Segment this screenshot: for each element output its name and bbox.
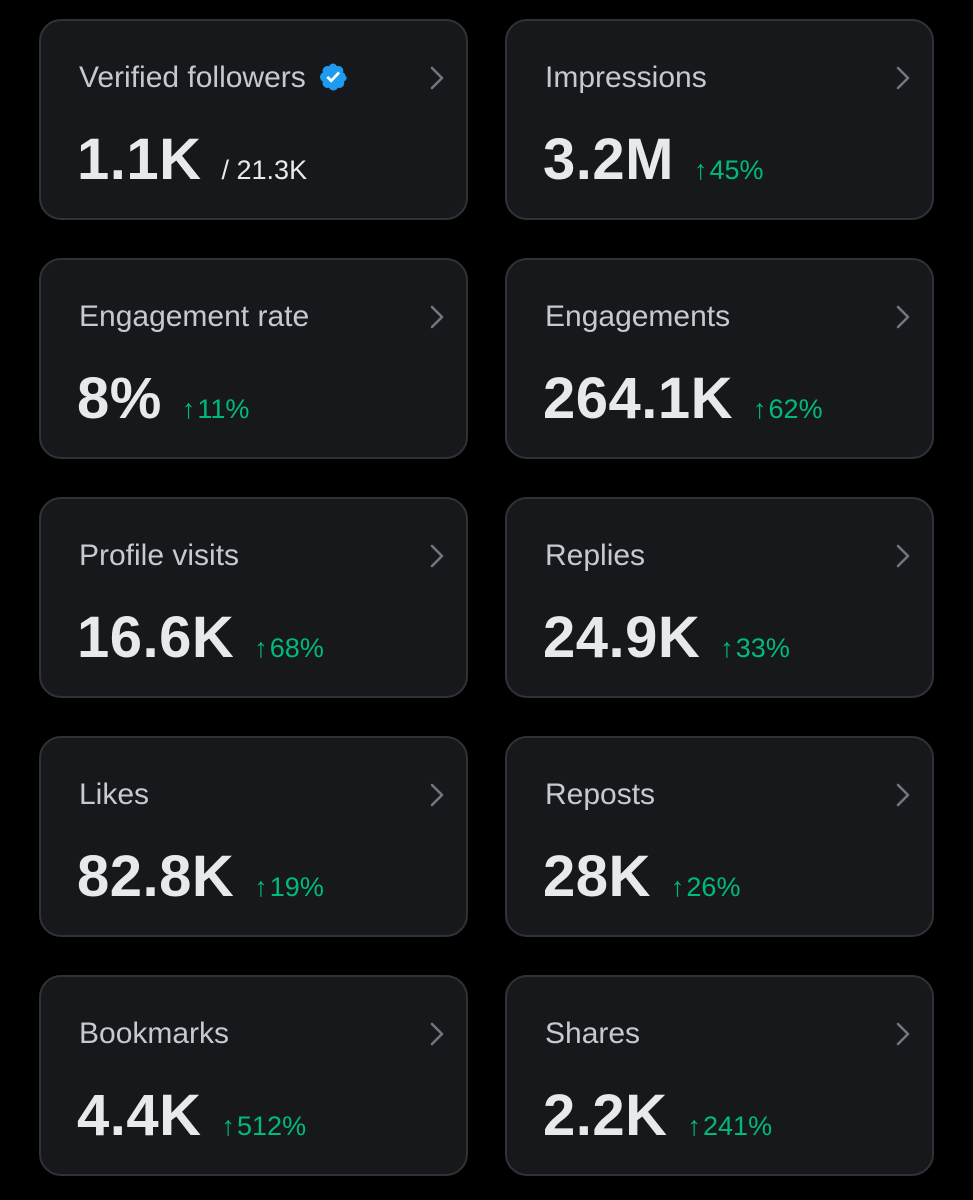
metric-card-likes[interactable]: Likes 82.8K ↑ 19% [39, 736, 468, 937]
metric-label: Replies [545, 539, 646, 572]
metric-card-engagements[interactable]: Engagements 264.1K ↑ 62% [505, 258, 934, 459]
metric-change: ↑ 512% [222, 1111, 307, 1142]
metric-change: ↑ 19% [254, 872, 324, 903]
metric-value: 82.8K [77, 844, 235, 909]
metric-value: 4.4K [77, 1083, 202, 1148]
metric-value-row: 2.2K ↑ 241% [543, 1081, 772, 1151]
metric-label: Shares [545, 1017, 641, 1050]
metric-value: 2.2K [543, 1083, 668, 1148]
metric-value-row: 28K ↑ 26% [543, 842, 740, 912]
metric-value: 16.6K [77, 605, 235, 670]
metric-card-verified-followers[interactable]: Verified followers 1.1K / 21.3K [39, 19, 468, 220]
metric-change: ↑ 62% [753, 394, 823, 425]
metric-value: 1.1K [77, 127, 202, 192]
metric-change-value: 33% [735, 633, 790, 663]
chevron-right-icon [896, 305, 910, 329]
metric-change: ↑ 68% [254, 633, 324, 664]
arrow-up-icon: ↑ [254, 872, 268, 902]
metric-value-row: 8% ↑ 11% [77, 364, 249, 434]
chevron-right-icon [430, 66, 444, 90]
metric-change-value: 512% [237, 1111, 307, 1141]
metric-change-value: 62% [768, 394, 823, 424]
metric-label: Reposts [545, 778, 656, 811]
chevron-right-icon [896, 1022, 910, 1046]
metric-card-replies[interactable]: Replies 24.9K ↑ 33% [505, 497, 934, 698]
metric-card-profile-visits[interactable]: Profile visits 16.6K ↑ 68% [39, 497, 468, 698]
metric-card-shares[interactable]: Shares 2.2K ↑ 241% [505, 975, 934, 1176]
chevron-right-icon [896, 783, 910, 807]
arrow-up-icon: ↑ [753, 394, 767, 424]
metric-value-row: 16.6K ↑ 68% [77, 603, 324, 673]
metric-change-value: 11% [197, 394, 250, 424]
metric-value-row: 4.4K ↑ 512% [77, 1081, 306, 1151]
arrow-up-icon: ↑ [221, 1111, 236, 1141]
metric-card-reposts[interactable]: Reposts 28K ↑ 26% [505, 736, 934, 937]
metric-value-row: 24.9K ↑ 33% [543, 603, 790, 673]
arrow-up-icon: ↑ [720, 633, 734, 663]
metric-label-container: Verified followers [79, 59, 348, 97]
metric-value-row: 264.1K ↑ 62% [543, 364, 823, 434]
metric-label: Verified followers [79, 61, 306, 94]
metrics-grid: Verified followers 1.1K / 21.3K Impressi… [39, 19, 934, 1176]
metric-total: / 21.3K [221, 155, 308, 185]
verified-badge-icon [319, 63, 347, 91]
metric-card-bookmarks[interactable]: Bookmarks 4.4K ↑ 512% [39, 975, 468, 1176]
chevron-right-icon [430, 305, 444, 329]
metric-label: Impressions [545, 61, 707, 94]
metric-change-value: 45% [709, 155, 764, 185]
metric-value: 264.1K [543, 366, 734, 431]
metric-change-value: 26% [686, 872, 741, 902]
metric-change: ↑ 45% [694, 155, 764, 186]
metric-label: Engagement rate [79, 300, 310, 333]
chevron-right-icon [896, 66, 910, 90]
metric-value: 24.9K [543, 605, 701, 670]
arrow-up-icon: ↑ [254, 633, 268, 663]
metric-label: Bookmarks [79, 1017, 230, 1050]
chevron-right-icon [430, 783, 444, 807]
metric-card-impressions[interactable]: Impressions 3.2M ↑ 45% [505, 19, 934, 220]
metric-change: ↑ 26% [671, 872, 741, 903]
metric-label: Profile visits [79, 539, 240, 572]
metric-change-value: 19% [269, 872, 324, 902]
metric-change: ↑ 241% [688, 1111, 773, 1142]
arrow-up-icon: ↑ [687, 1111, 702, 1141]
metric-change: ↑ 33% [720, 633, 790, 664]
chevron-right-icon [896, 544, 910, 568]
metric-value-row: 1.1K / 21.3K [77, 125, 307, 195]
metric-value-row: 82.8K ↑ 19% [77, 842, 324, 912]
metric-label: Likes [79, 778, 150, 811]
chevron-right-icon [430, 544, 444, 568]
arrow-up-icon: ↑ [670, 872, 685, 902]
metric-label: Engagements [545, 300, 731, 333]
metric-value: 3.2M [543, 127, 674, 192]
metric-value-row: 3.2M ↑ 45% [543, 125, 764, 195]
arrow-up-icon: ↑ [181, 394, 196, 424]
chevron-right-icon [430, 1022, 444, 1046]
metric-change: ↑ 11% [182, 394, 250, 425]
metric-change-value: 241% [703, 1111, 773, 1141]
arrow-up-icon: ↑ [693, 155, 708, 185]
metric-card-engagement-rate[interactable]: Engagement rate 8% ↑ 11% [39, 258, 468, 459]
metric-value: 8% [77, 366, 162, 431]
metric-value: 28K [543, 844, 651, 909]
metric-change-value: 68% [269, 633, 324, 663]
